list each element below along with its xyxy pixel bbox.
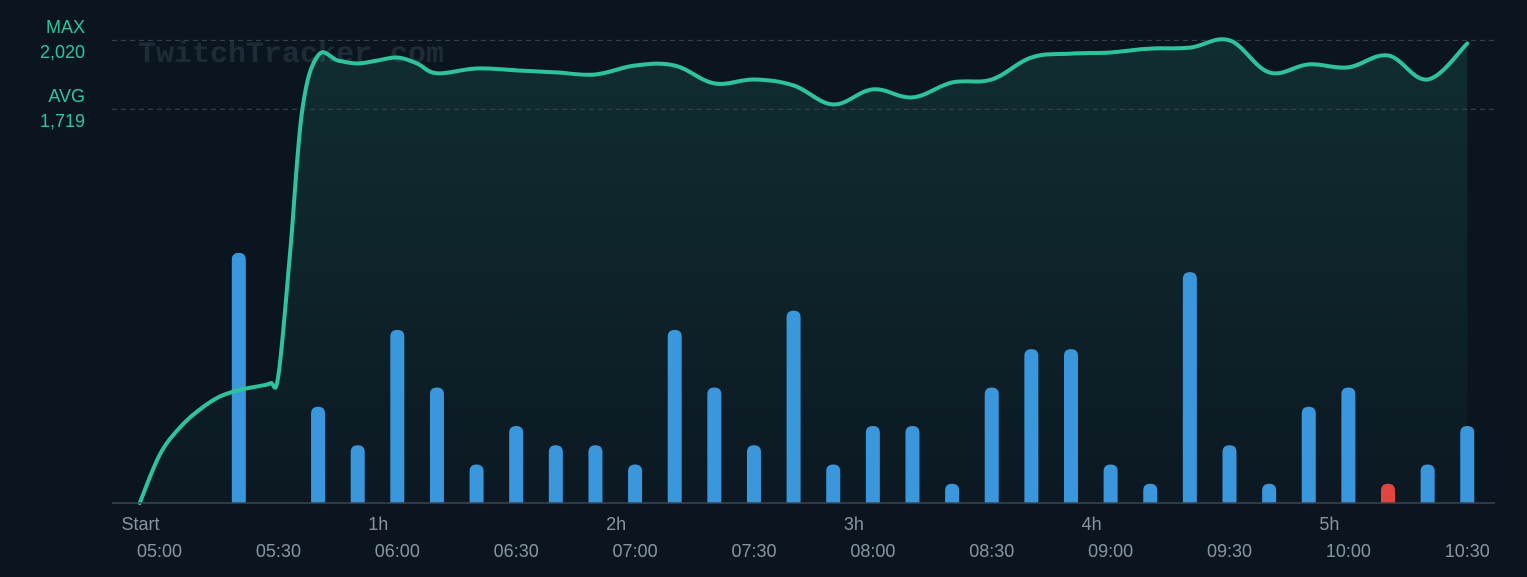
x-tick-label: 06:30 bbox=[494, 541, 539, 561]
bar bbox=[1341, 387, 1356, 503]
x-tick-label: 05:00 bbox=[137, 541, 182, 561]
bar bbox=[509, 426, 524, 503]
x-tick-label: 09:30 bbox=[1207, 541, 1252, 561]
bar bbox=[984, 387, 999, 503]
bar bbox=[390, 329, 405, 503]
bar bbox=[548, 445, 563, 503]
reference-value: 2,020 bbox=[40, 42, 85, 62]
viewer-area bbox=[139, 39, 1468, 504]
elapsed-tick-label: 2h bbox=[606, 514, 626, 534]
x-tick-label: 05:30 bbox=[256, 541, 301, 561]
bar bbox=[628, 464, 643, 503]
bar bbox=[1460, 426, 1475, 503]
bar bbox=[1024, 349, 1039, 503]
bar bbox=[865, 426, 880, 503]
x-tick-label: 07:00 bbox=[613, 541, 658, 561]
x-tick-label: 07:30 bbox=[731, 541, 776, 561]
bar bbox=[707, 387, 722, 503]
bar bbox=[311, 406, 326, 503]
elapsed-tick-label: 5h bbox=[1319, 514, 1339, 534]
bar bbox=[1222, 445, 1237, 503]
bar bbox=[350, 445, 365, 503]
bar bbox=[786, 310, 801, 503]
bar bbox=[1103, 464, 1118, 503]
bar bbox=[667, 329, 682, 503]
x-tick-label: 10:30 bbox=[1445, 541, 1490, 561]
x-tick-label: 08:30 bbox=[969, 541, 1014, 561]
bar bbox=[945, 483, 960, 503]
reference-name: AVG bbox=[48, 86, 85, 106]
reference-value: 1,719 bbox=[40, 111, 85, 131]
bar bbox=[1143, 483, 1158, 503]
bar bbox=[469, 464, 484, 503]
bar bbox=[1182, 272, 1197, 503]
elapsed-tick-label: 3h bbox=[844, 514, 864, 534]
bar bbox=[826, 464, 841, 503]
bar bbox=[231, 252, 246, 503]
x-tick-label: 08:00 bbox=[850, 541, 895, 561]
reference-name: MAX bbox=[46, 17, 85, 37]
elapsed-tick-label: 4h bbox=[1082, 514, 1102, 534]
bar bbox=[1301, 406, 1316, 503]
bar bbox=[1063, 349, 1078, 503]
bar bbox=[1381, 483, 1396, 503]
bar bbox=[1420, 464, 1435, 503]
bar bbox=[746, 445, 761, 503]
bar bbox=[905, 426, 920, 503]
elapsed-tick-label: Start bbox=[122, 514, 160, 534]
bar bbox=[429, 387, 444, 503]
bar bbox=[588, 445, 603, 503]
x-tick-label: 09:00 bbox=[1088, 541, 1133, 561]
viewer-line bbox=[137, 37, 1470, 505]
x-tick-label: 06:00 bbox=[375, 541, 420, 561]
x-tick-label: 10:00 bbox=[1326, 541, 1371, 561]
bar bbox=[1262, 483, 1277, 503]
elapsed-tick-label: 1h bbox=[368, 514, 388, 534]
